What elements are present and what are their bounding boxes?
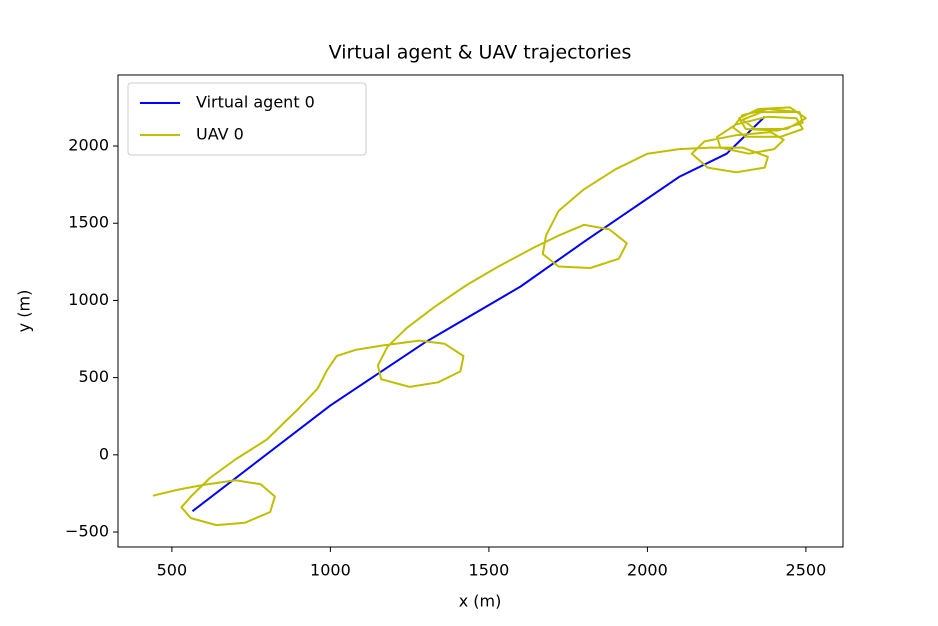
y-tick-label: 0 [99, 444, 109, 463]
chart-title: Virtual agent & UAV trajectories [329, 42, 632, 64]
series-line [191, 115, 766, 512]
x-tick-label: 2000 [627, 561, 668, 580]
legend-label: Virtual agent 0 [196, 93, 315, 112]
x-tick-label: 2500 [786, 561, 827, 580]
axes-frame [117, 74, 844, 548]
x-tick-label: 1500 [469, 561, 510, 580]
y-tick-label: 2000 [68, 136, 109, 155]
series-line [152, 106, 807, 527]
legend-label: UAV 0 [196, 125, 244, 144]
x-axis-label: x (m) [459, 592, 502, 611]
x-tick-label: 500 [157, 561, 188, 580]
y-tick-label: 500 [78, 367, 109, 386]
y-axis-label: y (m) [15, 290, 34, 333]
x-tick-label: 1000 [310, 561, 351, 580]
y-tick-label: 1500 [68, 213, 109, 232]
y-tick-label: 1000 [68, 290, 109, 309]
plot-area [152, 106, 807, 527]
y-tick-label: −500 [65, 522, 109, 541]
legend-box [127, 82, 367, 156]
